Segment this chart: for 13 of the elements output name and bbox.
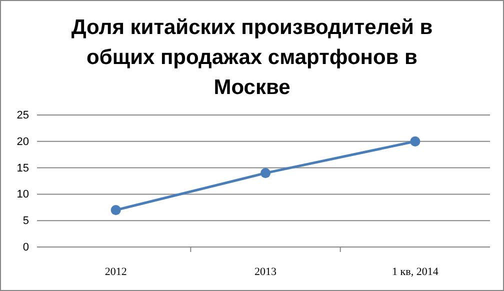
chart-title: Доля китайских производителей в общих продажах смартфонов в Москве	[71, 16, 433, 99]
x-tick-label: 2013	[254, 266, 277, 278]
point	[110, 205, 121, 216]
x-tick-label: 2012	[104, 266, 127, 278]
y-tick-label: 5	[22, 215, 29, 228]
y-tick-label: 10	[16, 188, 29, 201]
y-tick-label: 25	[16, 110, 29, 122]
x-tick-label: 1 кв, 2014	[392, 266, 439, 278]
point	[260, 168, 271, 178]
y-tick-label: 15	[16, 162, 29, 174]
point	[410, 136, 420, 146]
y-tick-label: 0	[22, 242, 29, 254]
y-tick-label: 20	[16, 136, 29, 148]
